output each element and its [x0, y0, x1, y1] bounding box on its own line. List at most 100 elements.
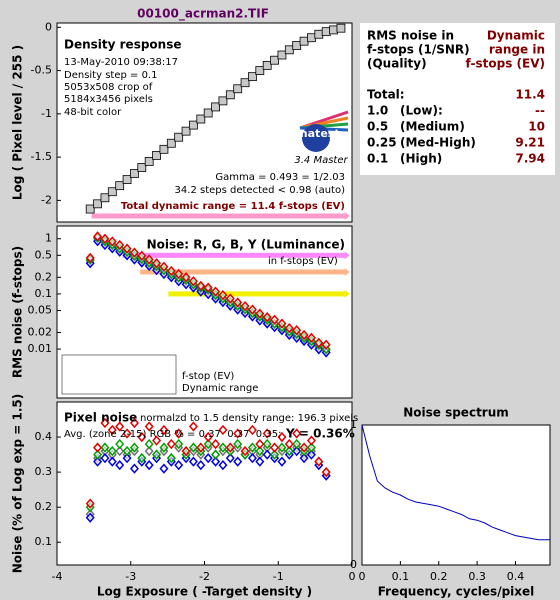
data-point [159, 144, 169, 154]
row-label: (Medium) [400, 120, 465, 134]
data-point [129, 417, 139, 429]
header-left: (Quality) [367, 57, 427, 71]
y-tick-label: 0.02 [28, 325, 53, 338]
data-point [115, 239, 125, 251]
row-level: 0.5 [367, 120, 388, 134]
legend-note: Dynamic range [182, 383, 258, 394]
data-point [93, 199, 102, 209]
y-tick-label: -2 [41, 193, 52, 206]
data-point [122, 175, 132, 185]
y-tick-label: 0.2 [35, 500, 53, 513]
panel-title: Noise spectrum [403, 406, 509, 420]
data-point [122, 445, 132, 457]
data-point [100, 417, 110, 429]
data-point [122, 452, 132, 464]
data-point [196, 280, 206, 291]
data-point [277, 456, 287, 467]
data-point [329, 25, 338, 35]
data-point [144, 445, 154, 457]
annotation: 5053x508 crop of [64, 82, 153, 93]
data-point [203, 282, 213, 293]
data-point [203, 108, 213, 118]
data-point [85, 252, 95, 263]
data-point [240, 445, 250, 457]
data-point [270, 314, 280, 325]
data-point [262, 438, 272, 450]
data-point [299, 452, 309, 464]
range-bar [140, 269, 345, 275]
x-axis-label: Log Exposure ( -Target density ) [97, 585, 312, 599]
data-point [174, 428, 184, 439]
data-point [130, 169, 139, 178]
row-level: 0.25 [367, 136, 397, 150]
data-point [152, 150, 161, 160]
data-point [144, 438, 154, 450]
data-point [255, 445, 265, 457]
data-point [321, 466, 331, 478]
data-point [270, 449, 280, 460]
row-value: 11.4 [515, 88, 545, 102]
data-point [188, 421, 198, 432]
data-point [100, 452, 110, 464]
range-bar [122, 252, 345, 258]
panel-title: Pixel noise [64, 411, 137, 425]
data-point [240, 301, 250, 312]
annotation: Density step = 0.1 [64, 70, 157, 81]
x-tick-label: 0.1 [392, 570, 410, 583]
y-tick-label: 0 [45, 20, 52, 33]
data-point [314, 337, 324, 348]
y-tick-label: 1 [45, 232, 52, 245]
data-point [292, 428, 302, 439]
logo-text: imatest [292, 127, 339, 140]
data-point [196, 114, 206, 124]
data-point [255, 438, 265, 450]
data-point [174, 268, 184, 280]
data-point [307, 33, 316, 43]
data-point [166, 452, 176, 464]
data-point [100, 442, 110, 453]
data-point [159, 261, 169, 272]
header-right: f-stops (EV) [466, 57, 545, 71]
row-value: 9.21 [515, 136, 545, 150]
data-point [93, 231, 103, 242]
data-point [93, 442, 103, 453]
y-tick-label: 0.2 [35, 270, 53, 283]
data-point [144, 459, 154, 471]
data-point [277, 431, 287, 443]
data-point [174, 132, 184, 142]
data-point [144, 157, 154, 166]
plot-area [361, 424, 551, 566]
annotation: Total dynamic range = 11.4 f-stops (EV) [121, 201, 345, 212]
data-point [262, 449, 272, 460]
data-point [270, 55, 279, 65]
legend-note: f-stop (EV) [182, 371, 234, 382]
data-point [152, 449, 162, 460]
data-point [100, 233, 110, 244]
y-axis-label: Noise (% of Log exp = 1.5) [11, 394, 25, 573]
data-point [203, 438, 213, 450]
data-point [189, 120, 198, 130]
x-tick-label: -2 [199, 570, 210, 583]
data-point [137, 452, 147, 464]
legend-box [61, 354, 177, 395]
data-point [159, 424, 169, 436]
data-point [284, 445, 294, 457]
data-point [196, 459, 206, 471]
data-point [137, 431, 147, 443]
data-point [225, 293, 235, 304]
x-tick-label: 0 [359, 570, 366, 583]
row-value: 7.94 [515, 152, 545, 166]
row-label: (Low): [400, 104, 443, 118]
x-axis-label: Frequency, cycles/pixel [378, 585, 535, 599]
range-arrow [344, 212, 350, 220]
data-point [166, 265, 176, 277]
annotation: 48-bit color [64, 107, 122, 118]
data-point [129, 247, 139, 258]
data-point [196, 442, 206, 453]
data-point [306, 449, 316, 460]
data-point [188, 456, 198, 467]
data-point [218, 442, 228, 453]
data-point [137, 250, 147, 261]
data-point [218, 96, 228, 106]
data-point [122, 428, 132, 439]
